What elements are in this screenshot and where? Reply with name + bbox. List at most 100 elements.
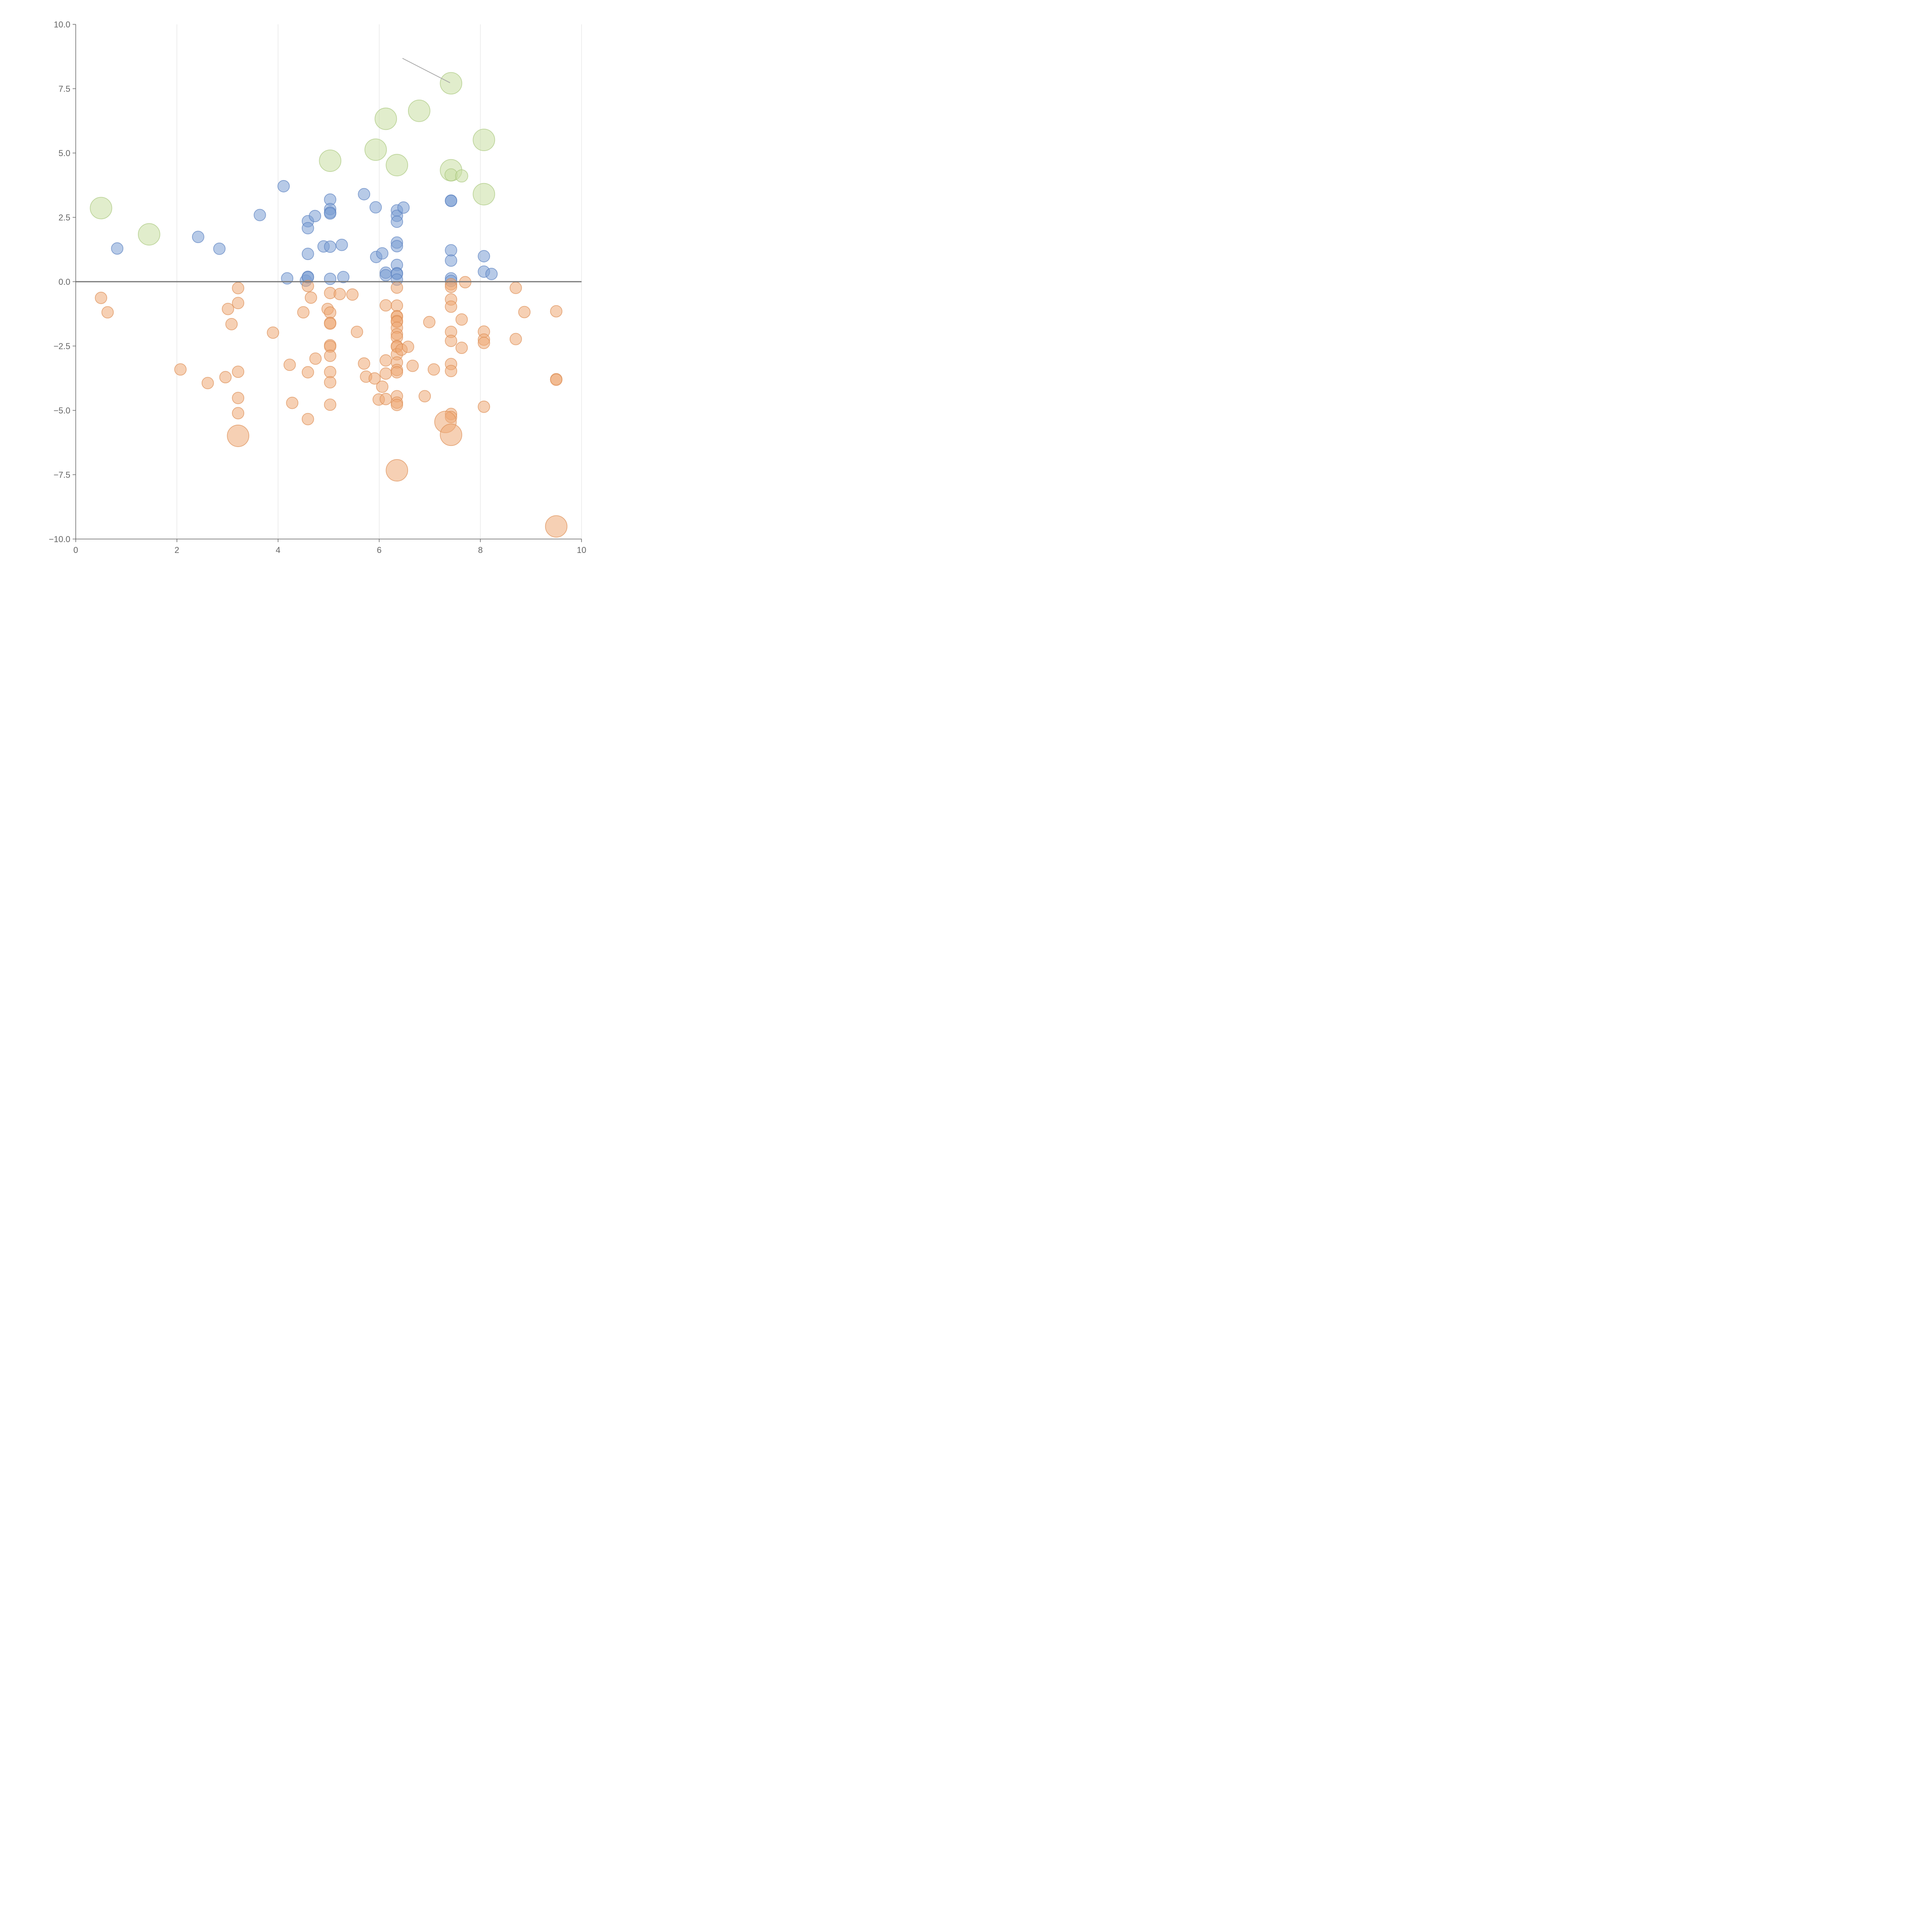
point-negative-large-3	[440, 423, 463, 446]
point-positive-small-44	[478, 250, 490, 262]
point-negative-small-13	[283, 359, 296, 371]
point-negative-small-41	[379, 354, 392, 367]
point-positive-small-23	[369, 201, 382, 214]
point-positive-small-22	[358, 188, 371, 201]
point-negative-small-65	[418, 390, 431, 403]
point-positive-small-39	[445, 194, 457, 207]
point-positive-large-5	[386, 154, 408, 177]
point-positive-small-37	[397, 201, 410, 214]
point-positive-large-7	[440, 72, 463, 95]
point-negative-small-34	[350, 325, 363, 338]
point-positive-large-0	[90, 197, 112, 219]
x-tick-label-0: 0	[73, 545, 78, 555]
point-negative-small-31	[324, 398, 337, 411]
point-positive-small-3	[253, 209, 266, 221]
point-positive-small-12	[309, 210, 321, 223]
point-negative-small-64	[406, 359, 419, 372]
point-positive-small-10	[301, 222, 314, 235]
point-negative-large-4	[545, 515, 568, 538]
point-negative-small-9	[232, 366, 245, 378]
point-positive-small-1	[192, 231, 204, 243]
point-positive-large-4	[374, 107, 397, 130]
point-negative-small-3	[201, 377, 214, 389]
point-positive-small-0	[111, 242, 124, 255]
point-positive-small-20	[335, 238, 348, 251]
y-tick-label-5: −2.5	[54, 342, 70, 351]
point-negative-small-30	[324, 376, 337, 389]
x-tick-label-2: 4	[276, 545, 280, 555]
point-positive-small-40	[445, 244, 457, 257]
point-positive-small-25	[376, 247, 389, 260]
point-negative-small-5	[222, 303, 234, 315]
point-negative-small-18	[301, 413, 314, 425]
point-positive-small-17	[324, 207, 337, 220]
point-negative-small-85	[509, 282, 522, 294]
y-tick-label-7: −7.5	[54, 470, 70, 480]
point-negative-small-37	[368, 372, 381, 385]
series-positive-medium	[444, 168, 468, 183]
point-negative-small-73	[445, 335, 457, 347]
data-points	[90, 72, 568, 538]
point-negative-small-17	[301, 366, 314, 379]
point-positive-small-32	[391, 240, 403, 252]
point-negative-small-19	[304, 291, 317, 304]
point-positive-small-21	[337, 271, 350, 283]
point-positive-small-11	[301, 248, 314, 260]
point-negative-small-75	[445, 365, 457, 378]
point-negative-small-12	[267, 326, 279, 339]
point-negative-small-4	[219, 371, 232, 383]
point-negative-small-20	[309, 352, 322, 365]
point-positive-large-1	[138, 223, 160, 246]
point-negative-small-35	[358, 357, 371, 370]
point-negative-small-32	[333, 288, 346, 300]
point-positive-small-4	[277, 180, 290, 192]
point-negative-small-1	[101, 306, 114, 319]
point-negative-small-29	[324, 366, 337, 378]
series-positive-large	[90, 72, 495, 246]
tick-labels: 0 2 4 6 8 10 10.0 7.5 5.0 2.5 0.0 −2.5 −5.0 −7.5 −10.0	[49, 20, 586, 555]
point-negative-small-66	[423, 316, 435, 328]
x-tick-label-4: 8	[478, 545, 483, 555]
point-negative-small-0	[95, 292, 107, 304]
point-positive-large-10	[473, 183, 495, 206]
y-tick-label-4: 0.0	[58, 277, 70, 287]
point-negative-small-67	[427, 363, 440, 376]
point-positive-large-3	[364, 138, 387, 161]
scatter-chart: 0 2 4 6 8 10 10.0 7.5 5.0 2.5 0.0 −2.5 −5.0 −7.5 −10.0	[49, 20, 586, 555]
point-positive-medium-1	[455, 169, 468, 183]
point-positive-small-30	[391, 215, 403, 228]
point-positive-small-5	[281, 272, 294, 285]
y-tick-label-1: 7.5	[58, 84, 70, 94]
point-negative-small-42	[379, 367, 392, 380]
point-negative-small-40	[379, 299, 392, 312]
series-negative-small	[95, 276, 563, 425]
point-positive-large-2	[319, 150, 342, 172]
y-tick-label-8: −10.0	[49, 534, 70, 544]
point-negative-small-44	[391, 281, 403, 294]
point-negative-small-8	[232, 297, 245, 310]
point-negative-small-84	[478, 400, 490, 413]
point-positive-small-27	[379, 269, 392, 282]
point-negative-small-6	[225, 318, 238, 330]
point-negative-small-14	[286, 396, 299, 409]
point-negative-small-43	[379, 393, 392, 405]
point-negative-small-23	[324, 306, 337, 319]
point-negative-small-25	[324, 317, 337, 330]
series-negative-large	[227, 411, 568, 538]
point-negative-small-11	[232, 407, 245, 420]
y-tick-label-2: 5.0	[58, 148, 70, 158]
point-negative-small-16	[301, 280, 314, 293]
point-negative-small-88	[550, 305, 563, 318]
point-positive-large-9	[473, 129, 495, 151]
point-negative-small-78	[455, 313, 468, 326]
point-positive-large-6	[408, 99, 430, 122]
point-negative-small-83	[478, 337, 490, 349]
point-negative-small-10	[232, 392, 245, 404]
point-positive-small-18	[324, 240, 337, 253]
x-tick-label-3: 6	[377, 545, 381, 555]
point-negative-small-71	[445, 300, 457, 313]
series-positive-small	[111, 180, 498, 287]
point-negative-small-15	[297, 306, 310, 319]
point-negative-small-90	[550, 373, 563, 386]
point-negative-small-79	[455, 342, 468, 354]
